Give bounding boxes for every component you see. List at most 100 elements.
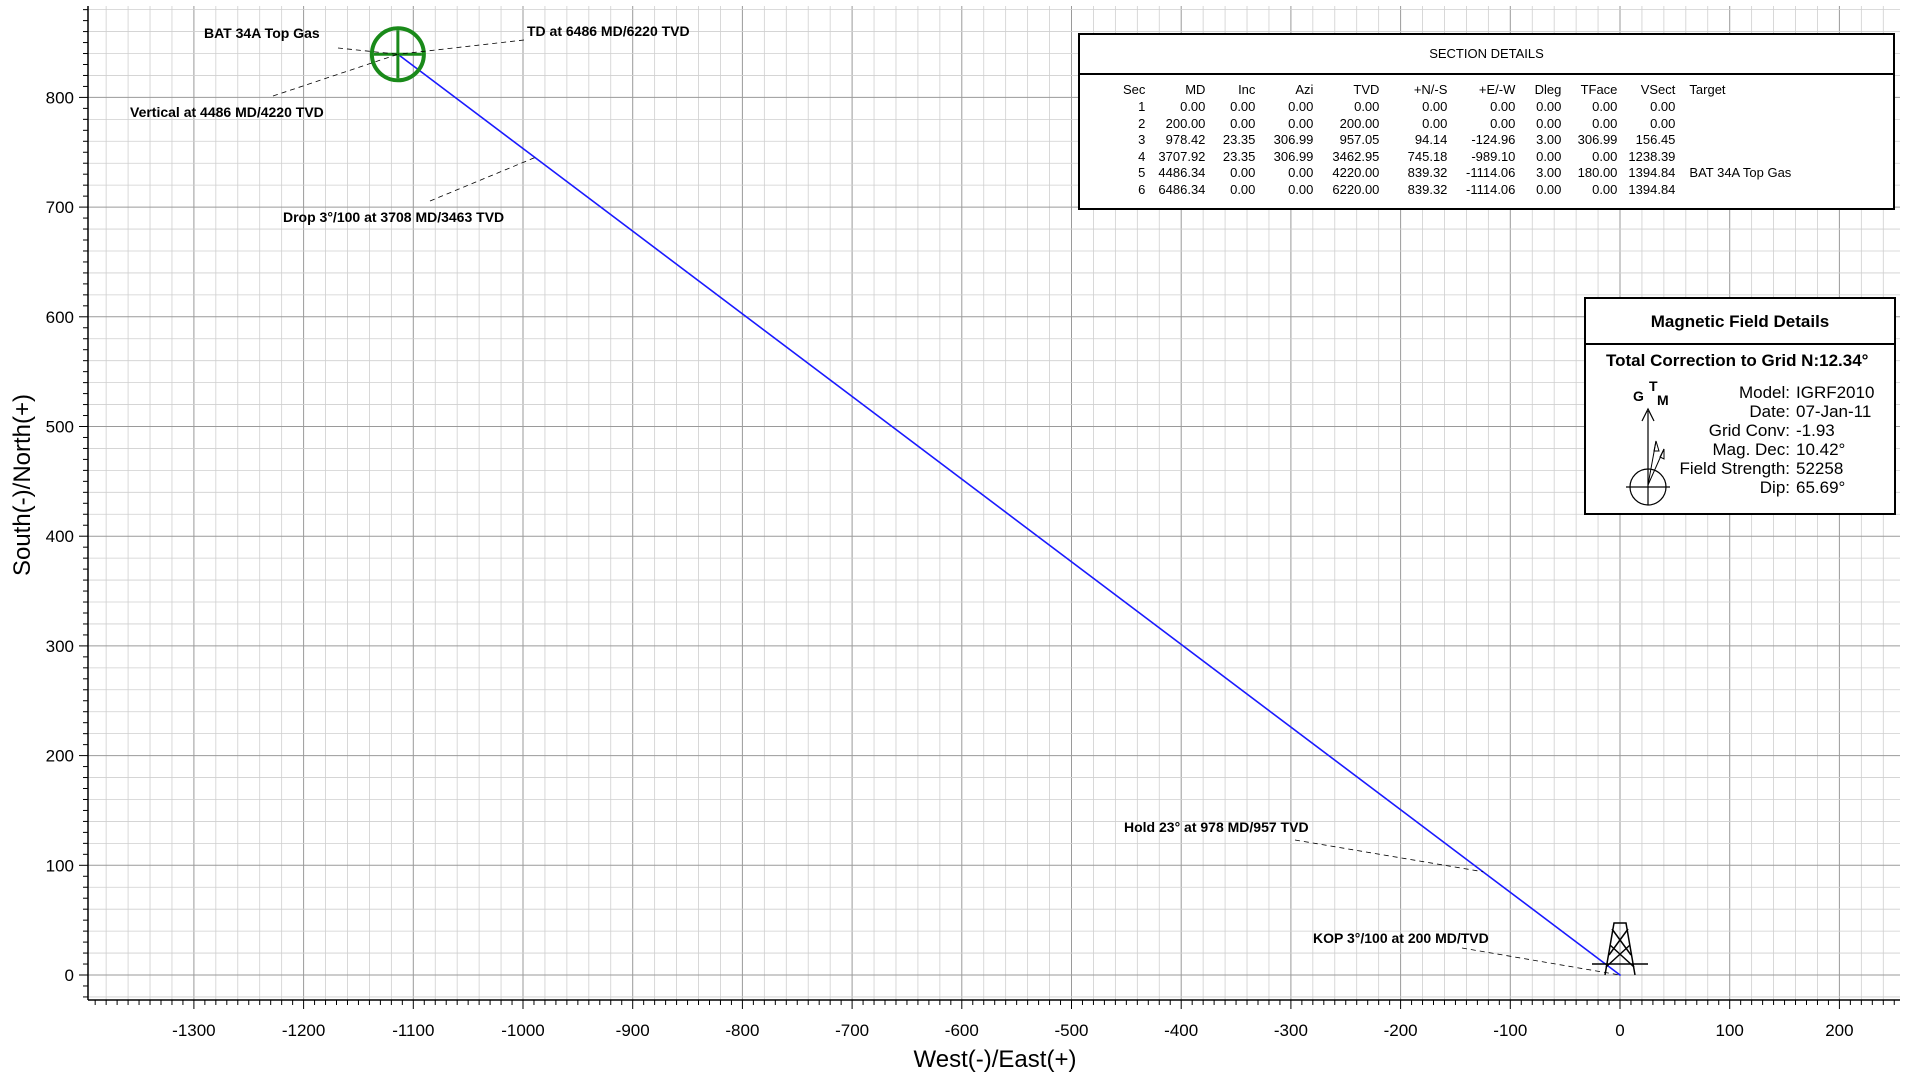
section-cell: 745.18 xyxy=(1407,148,1448,164)
section-cell: 0.00 xyxy=(1422,115,1448,131)
y-tick-label: 100 xyxy=(46,856,74,875)
north-arrow-icon: G T M xyxy=(1626,378,1670,506)
annotation-leader xyxy=(397,39,525,55)
section-cell: 23.35 xyxy=(1222,148,1256,164)
section-cell: 3 xyxy=(1138,132,1146,147)
section-cell: 0.00 xyxy=(1592,99,1618,114)
magnetic-row: Model: IGRF2010 xyxy=(1739,383,1886,403)
section-column-header: Inc xyxy=(1238,82,1256,97)
annotation-label: BAT 34A Top Gas xyxy=(204,25,320,41)
target-circle-icon xyxy=(369,26,426,83)
annotation-leader xyxy=(337,47,398,55)
grid-north-letter: G xyxy=(1633,388,1644,404)
y-tick-label: 800 xyxy=(46,88,74,107)
section-cell: -1114.06 xyxy=(1466,181,1516,197)
annotation-leader xyxy=(1461,947,1621,976)
section-cell: 5 xyxy=(1138,165,1146,180)
annotation-leader xyxy=(429,157,536,202)
y-tick-label: 0 xyxy=(65,966,74,985)
section-cell xyxy=(1675,132,1809,149)
section-cell xyxy=(1675,116,1809,133)
table-row: 2 200.00 0.00 0.00 200.00 0.00 0.00 0.00 0.00 0.0… xyxy=(1123,116,1809,133)
magnetic-value: IGRF2010 xyxy=(1796,383,1875,402)
section-cell: 0.00 xyxy=(1536,181,1562,197)
x-tick-label: -900 xyxy=(616,1021,650,1040)
section-cell: 6220.00 xyxy=(1332,181,1380,197)
annotation-label: TD at 6486 MD/6220 TVD xyxy=(527,23,690,39)
section-column-header: TFace xyxy=(1580,82,1618,97)
section-cell xyxy=(1675,149,1809,166)
section-cell: 839.32 xyxy=(1407,165,1448,180)
section-cell: 1 xyxy=(1138,99,1146,114)
magnetic-label: Dip: xyxy=(1759,478,1790,497)
magnetic-row: Date: 07-Jan-11 xyxy=(1749,402,1886,422)
section-column-header: Target xyxy=(1689,82,1726,97)
derrick-brace xyxy=(1611,928,1632,956)
section-cell: 0.00 xyxy=(1592,148,1618,164)
table-row: 5 4486.34 0.00 0.00 4220.00 839.32 -1114.06 3.0… xyxy=(1123,165,1809,182)
magnetic-value: 52258 xyxy=(1796,459,1844,478)
total-correction-value: 12.34° xyxy=(1819,351,1869,370)
magnetic-value: 10.42° xyxy=(1796,440,1846,459)
total-correction: Total Correction to Grid N:12.34° xyxy=(1606,351,1868,371)
section-cell: 4 xyxy=(1138,148,1146,164)
derrick-brace xyxy=(1608,928,1629,956)
section-details-panel: SECTION DETAILS Sec MD Inc Azi TVD +N/-S +E/-W… xyxy=(1078,33,1895,210)
well-path-point xyxy=(1619,974,1621,976)
section-cell: 6486.34 xyxy=(1158,181,1206,197)
x-tick-label: -1100 xyxy=(392,1021,434,1040)
section-cell: -1114.06 xyxy=(1466,165,1516,180)
section-cell: 0.00 xyxy=(1230,165,1256,180)
section-details-title: SECTION DETAILS xyxy=(1080,35,1893,75)
table-row: 3 978.42 23.35 306.99 957.05 94.14 -124.96 3.00… xyxy=(1123,132,1809,149)
annotation-layer: BAT 34A Top Gas TD at 6486 MD/6220 TVD Ver… xyxy=(130,23,1621,976)
section-cell: 0.00 xyxy=(1490,115,1516,131)
section-column-header: TVD xyxy=(1353,82,1380,97)
section-table-header: Sec MD Inc Azi TVD +N/-S +E/-W Dleg TFace VSect Ta… xyxy=(1123,81,1809,99)
annotation-label: Drop 3°/100 at 3708 MD/3463 TVD xyxy=(283,209,504,225)
section-cell: 3707.92 xyxy=(1158,148,1206,164)
section-details-table: Sec MD Inc Azi TVD +N/-S +E/-W Dleg TFace VSect Ta… xyxy=(1123,81,1809,198)
table-row: 6 6486.34 0.00 0.00 6220.00 839.32 -1114.06 0.0… xyxy=(1123,182,1809,199)
magnetic-north-letter: M xyxy=(1657,392,1669,408)
section-cell: 156.45 xyxy=(1635,132,1676,147)
x-axis-label: West(-)/East(+) xyxy=(914,1046,1077,1073)
section-cell: 180.00 xyxy=(1577,165,1618,180)
x-tick-label: -1200 xyxy=(282,1021,325,1040)
section-cell: 1394.84 xyxy=(1628,181,1676,197)
section-cell: 2 xyxy=(1138,115,1146,131)
section-cell: 0.00 xyxy=(1536,99,1562,114)
section-cell: 957.05 xyxy=(1339,132,1380,147)
magnetic-row: Grid Conv: -1.93 xyxy=(1709,421,1886,441)
section-cell: 0.00 xyxy=(1490,99,1516,114)
section-cell: 0.00 xyxy=(1650,99,1676,114)
section-cell xyxy=(1675,99,1809,116)
x-tick-label: 0 xyxy=(1615,1021,1624,1040)
section-cell: 306.99 xyxy=(1577,132,1618,147)
annotation-leader xyxy=(272,53,399,97)
magnetic-row: Dip: 65.69° xyxy=(1760,478,1886,498)
annotation-label: Hold 23° at 978 MD/957 TVD xyxy=(1124,819,1309,835)
section-column-header: Azi xyxy=(1295,82,1314,97)
section-column-header: VSect xyxy=(1640,82,1676,97)
section-column-header: Dleg xyxy=(1534,82,1562,97)
section-cell: 0.00 xyxy=(1288,115,1314,131)
section-cell: 200.00 xyxy=(1339,115,1380,131)
true-north-letter: T xyxy=(1649,378,1658,394)
section-cell: 0.00 xyxy=(1230,99,1256,114)
section-cell: 0.00 xyxy=(1592,181,1618,197)
magnetic-label: Model: xyxy=(1738,383,1790,402)
section-cell: 200.00 xyxy=(1165,115,1206,131)
section-cell: 94.14 xyxy=(1414,132,1448,147)
section-cell: 0.00 xyxy=(1288,99,1314,114)
y-tick-label: 300 xyxy=(46,637,74,656)
section-cell: 306.99 xyxy=(1273,132,1314,147)
section-cell: 839.32 xyxy=(1407,181,1448,197)
magnetic-row: Field Strength: 52258 xyxy=(1679,459,1886,479)
derrick-icon xyxy=(1592,922,1648,976)
annotation-label: Vertical at 4486 MD/4220 TVD xyxy=(130,104,324,120)
section-cell: 4220.00 xyxy=(1332,165,1380,180)
y-tick-label: 600 xyxy=(46,308,74,327)
x-tick-label: -1000 xyxy=(501,1021,544,1040)
section-cell: 0.00 xyxy=(1354,99,1380,114)
